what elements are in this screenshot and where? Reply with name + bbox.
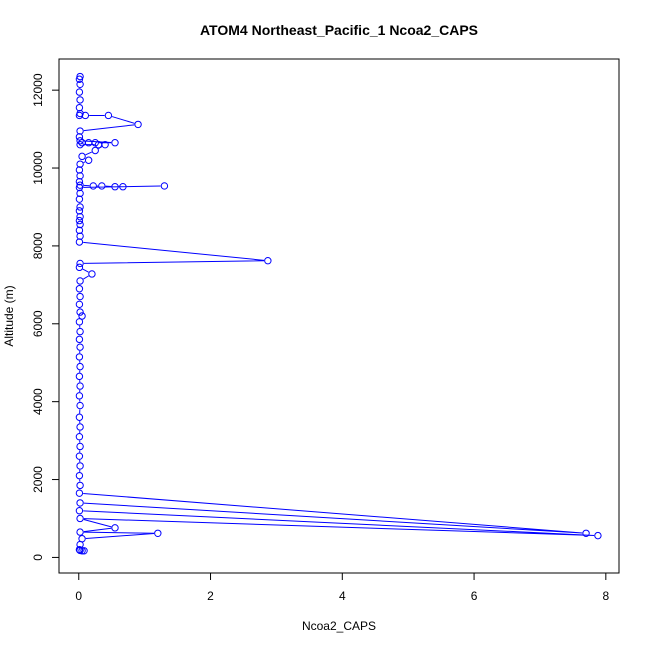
x-axis-label: Ncoa2_CAPS: [302, 619, 376, 633]
data-point: [75, 88, 84, 96]
data-point: [75, 133, 84, 141]
y-tick-label: 6000: [31, 310, 45, 337]
data-point: [75, 177, 84, 186]
data-point: [91, 146, 99, 155]
data-point: [111, 524, 119, 532]
data-point: [76, 442, 84, 451]
data-point: [84, 156, 93, 164]
data-point: [75, 300, 84, 309]
data-point: [88, 270, 96, 278]
data-point: [76, 140, 84, 149]
data-point: [76, 327, 84, 336]
data-point: [264, 257, 272, 265]
data-point: [75, 226, 84, 235]
data-point: [75, 263, 84, 272]
data-point: [75, 183, 84, 192]
data-point: [119, 183, 127, 191]
y-tick-label: 4000: [31, 388, 45, 415]
data-point: [76, 189, 84, 198]
data-point: [76, 292, 84, 301]
data-point: [76, 362, 84, 371]
data-point: [76, 213, 84, 221]
data-point: [76, 160, 84, 168]
data-point: [76, 96, 84, 104]
data-point: [75, 75, 84, 83]
data-point: [76, 80, 84, 89]
data-point: [75, 353, 84, 361]
data-point: [75, 103, 84, 112]
data-point: [76, 127, 84, 135]
data-point: [76, 220, 84, 229]
data-point: [76, 308, 84, 316]
y-tick-label: 2000: [31, 466, 45, 493]
data-point: [78, 547, 86, 555]
data-point: [75, 166, 84, 174]
plot-frame: [58, 58, 620, 574]
data-point: [75, 507, 84, 515]
data-point: [89, 182, 97, 190]
data-point: [75, 489, 84, 497]
data-point: [76, 259, 84, 268]
data-point: [76, 423, 84, 431]
series-layer: [75, 72, 602, 555]
data-point: [76, 232, 84, 240]
data-point: [98, 182, 106, 190]
data-point: [76, 499, 84, 507]
data-point: [75, 433, 84, 441]
data-point: [75, 413, 84, 421]
y-tick-label: 12000: [31, 73, 45, 107]
x-tick-label: 0: [75, 589, 82, 603]
data-point: [76, 462, 84, 470]
data-point: [81, 111, 90, 120]
data-point: [75, 318, 84, 326]
data-point: [111, 183, 119, 191]
data-point: [160, 182, 169, 190]
data-point: [104, 111, 113, 120]
data-point: [75, 452, 84, 460]
chart-title: ATOM4 Northeast_Pacific_1 Ncoa2_CAPS: [200, 22, 478, 38]
data-point: [76, 72, 84, 81]
x-tick-label: 6: [471, 589, 478, 603]
data-point: [75, 471, 84, 480]
x-axis: 0 2 4 6 8: [75, 572, 609, 603]
data-point: [76, 481, 84, 490]
y-tick-label: 10000: [31, 151, 45, 185]
data-point: [75, 216, 84, 225]
data-point: [76, 203, 84, 211]
data-point: [78, 312, 86, 320]
series-line: [79, 88, 595, 539]
data-point: [76, 343, 84, 351]
data-point: [76, 137, 84, 145]
y-tick-label: 8000: [31, 232, 45, 259]
y-axis-label: Altitude (m): [2, 285, 16, 346]
data-point: [76, 528, 84, 536]
x-tick-label: 8: [602, 589, 609, 603]
data-point: [75, 392, 84, 400]
data-point: [75, 195, 84, 203]
data-point: [76, 382, 84, 390]
data-point: [76, 172, 84, 180]
x-tick-label: 2: [207, 589, 214, 603]
x-tick-label: 4: [339, 589, 346, 603]
data-point: [78, 139, 86, 147]
y-tick-label: 0: [31, 554, 45, 561]
data-point: [76, 514, 84, 523]
data-point: [154, 529, 162, 537]
data-point: [76, 277, 84, 285]
data-point: [75, 285, 84, 293]
data-point: [594, 531, 602, 540]
data-point: [582, 529, 590, 537]
data-point: [101, 140, 109, 149]
data-point: [75, 372, 84, 381]
data-point: [76, 401, 84, 410]
data-point: [75, 238, 84, 246]
data-point: [80, 547, 88, 555]
data-point: [78, 152, 86, 161]
data-point: [111, 139, 119, 147]
data-point: [75, 207, 84, 215]
data-point: [134, 120, 142, 129]
y-axis: 0 2000 4000 6000 8000 10000 12000: [31, 73, 60, 561]
data-point: [75, 335, 84, 344]
